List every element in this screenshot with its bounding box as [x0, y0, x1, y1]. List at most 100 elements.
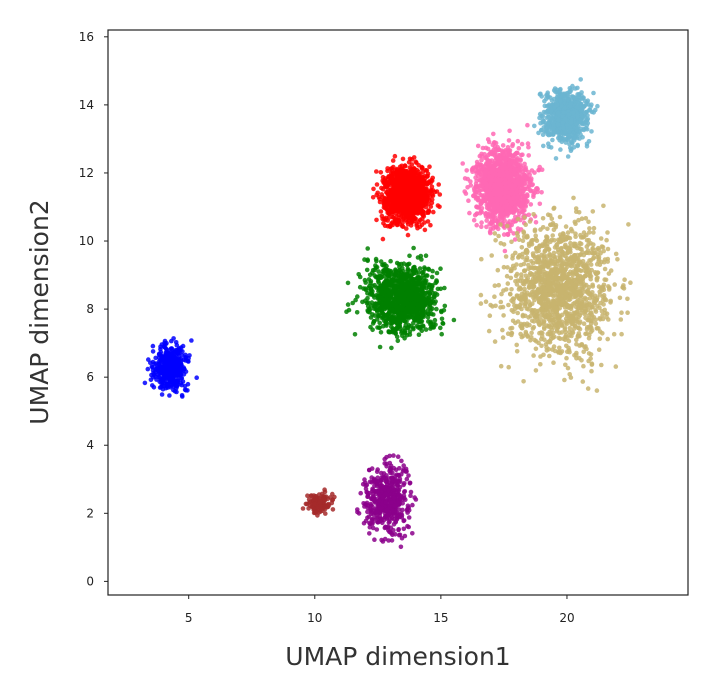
point [402, 318, 408, 324]
point [365, 295, 370, 301]
point [421, 285, 427, 291]
point [499, 172, 505, 178]
point [514, 150, 519, 156]
point [548, 95, 553, 100]
point [484, 218, 490, 223]
point [411, 245, 416, 251]
point [488, 220, 494, 225]
point [471, 217, 477, 223]
point [396, 275, 402, 281]
point [407, 176, 413, 182]
point [163, 354, 169, 359]
point [432, 189, 438, 195]
point [439, 316, 445, 322]
point [473, 175, 478, 180]
point [179, 382, 185, 388]
point [380, 236, 386, 242]
point [354, 310, 360, 315]
point [575, 99, 581, 105]
point [406, 316, 412, 321]
point [422, 220, 427, 225]
point [556, 117, 561, 123]
point [495, 147, 501, 153]
point [474, 222, 480, 228]
point [389, 318, 394, 323]
point [526, 153, 531, 158]
point [484, 155, 489, 160]
point [179, 365, 184, 371]
point [555, 110, 561, 115]
point [482, 170, 488, 176]
point [589, 129, 594, 134]
point [157, 379, 162, 385]
point [418, 171, 423, 177]
point [473, 191, 478, 197]
point [568, 103, 573, 109]
point [410, 197, 416, 203]
point [381, 221, 386, 226]
point [427, 164, 432, 169]
point [167, 393, 172, 398]
point [578, 117, 583, 123]
point [567, 145, 573, 151]
point [565, 154, 571, 159]
point [407, 301, 413, 306]
point [504, 194, 510, 200]
point [378, 330, 384, 335]
point [194, 375, 199, 381]
point [423, 196, 429, 202]
point [578, 77, 583, 82]
point [515, 138, 521, 144]
point [483, 211, 488, 217]
point [475, 143, 481, 149]
point [516, 181, 521, 186]
point [165, 385, 170, 390]
point [575, 85, 580, 91]
point [425, 219, 431, 224]
point [142, 380, 148, 386]
point [525, 122, 530, 128]
point [174, 342, 180, 348]
point [181, 357, 187, 363]
point [558, 147, 563, 152]
point [368, 315, 374, 320]
point [420, 323, 426, 329]
point [426, 209, 431, 215]
point [495, 198, 500, 204]
point [161, 359, 166, 365]
point [427, 282, 433, 288]
point [427, 303, 433, 308]
point [171, 336, 176, 341]
point [520, 178, 525, 184]
point [395, 177, 401, 183]
point [150, 383, 155, 388]
point [156, 374, 162, 380]
point [409, 220, 414, 225]
point [160, 383, 165, 388]
point [153, 355, 158, 361]
point [408, 180, 413, 185]
point [396, 218, 402, 223]
point [432, 301, 437, 306]
point [504, 206, 510, 211]
point [163, 375, 168, 380]
point [467, 210, 472, 216]
point [175, 358, 181, 364]
point [505, 231, 511, 237]
point [489, 178, 495, 183]
point [411, 187, 417, 193]
point [488, 163, 493, 169]
point [533, 220, 539, 225]
point [381, 269, 386, 275]
point [393, 295, 399, 301]
point [512, 199, 517, 205]
point [393, 330, 398, 336]
point [390, 307, 396, 313]
point [407, 253, 412, 259]
point [409, 157, 415, 162]
point [421, 179, 427, 184]
point [431, 209, 436, 215]
point [419, 328, 425, 334]
point [399, 299, 405, 305]
point [415, 182, 421, 188]
